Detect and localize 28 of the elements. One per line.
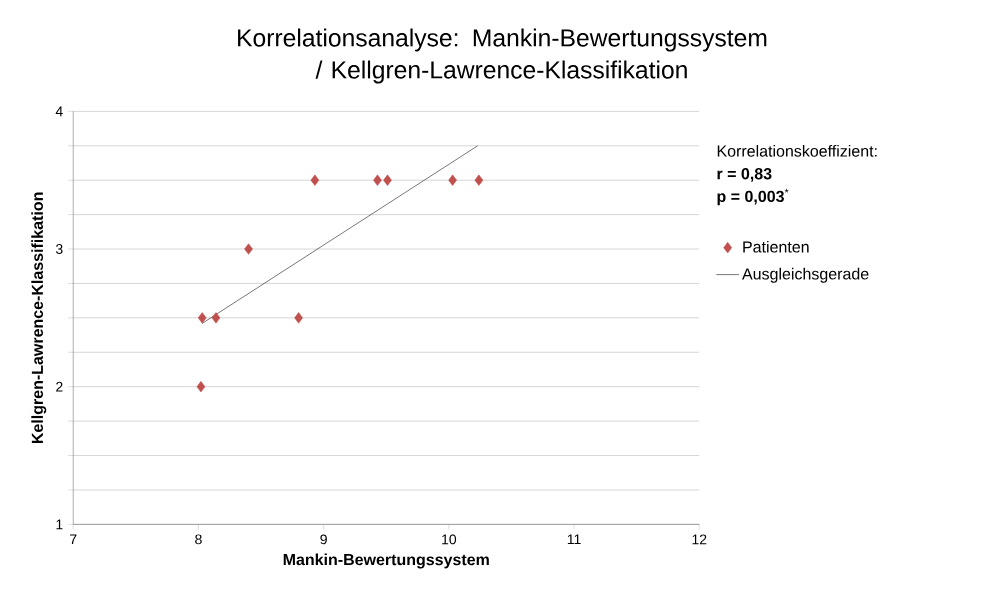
point: [197, 312, 207, 324]
y-tick-label: 4: [55, 106, 63, 117]
point: [310, 174, 320, 186]
point: [383, 174, 392, 186]
x-tick-label: 8: [195, 534, 202, 545]
x-axis-title: Mankin-Bewertungssystem: [283, 553, 489, 569]
legend-label: Patienten: [743, 240, 809, 253]
point: [294, 312, 303, 324]
y-axis-title: Kellgren-Lawrence-Klassifikation: [31, 192, 47, 444]
text: Korrelationskoeffizient:: [717, 145, 877, 157]
x-tick-label: 11: [567, 534, 581, 545]
text: p = 0,003$^{*}$: [717, 188, 789, 206]
y-tick-label: 2: [56, 381, 63, 392]
x-tick-label: 7: [70, 534, 77, 545]
point: [196, 381, 206, 393]
point: [244, 243, 253, 255]
point: [211, 312, 221, 324]
point: [373, 174, 382, 186]
x-tick-label: 12: [692, 534, 707, 545]
point: [448, 174, 457, 186]
point: [474, 174, 484, 186]
x-tick-label: 9: [320, 534, 327, 545]
y-tick-label: 3: [55, 244, 63, 254]
x-tick-label: 10: [442, 534, 457, 545]
y-tick-label: 1: [56, 519, 63, 530]
chart-title: Korrelationsanalyse: Mankin-Bewertungssystem / Kellgren-Lawrence-Klassifikation: [238, 28, 767, 84]
legend-label: Ausgleichsgerade: [742, 267, 869, 283]
text: r = 0,83: [717, 168, 772, 182]
